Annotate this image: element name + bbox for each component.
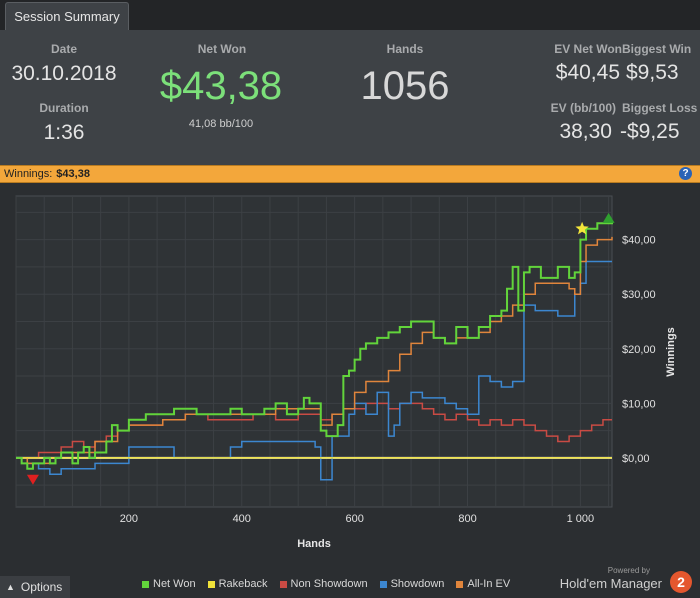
ev-bb-value: 38,30 (559, 120, 612, 143)
biggest-win-label: Biggest Win (622, 42, 692, 56)
winnings-banner: Winnings: $43,38 (0, 165, 700, 183)
biggest-loss-marker (26, 474, 39, 485)
powered-by: Powered by (607, 566, 650, 575)
brand-name: Hold'em Manager (559, 576, 662, 591)
x-axis-title: Hands (297, 538, 331, 550)
biggest-win-value: $9,53 (626, 61, 679, 84)
summary-panel: Date 30.10.2018 Duration 1:36 Net Won $4… (0, 30, 700, 165)
legend-item-all-in-ev[interactable]: All-In EV (456, 578, 510, 590)
date-label: Date (50, 42, 77, 56)
ev-net-won-value: $40,45 (555, 61, 620, 84)
rakeback-star-marker (575, 221, 589, 235)
biggest-loss-label: Biggest Loss (622, 101, 698, 115)
x-tick-label: 800 (458, 513, 476, 525)
help-icon[interactable]: ? (679, 167, 692, 180)
tab-bar: Session Summary (0, 0, 700, 30)
legend-item-showdown[interactable]: Showdown (379, 578, 445, 590)
legend-item-rakeback[interactable]: Rakeback (207, 578, 268, 590)
legend-swatch (279, 580, 287, 588)
hands-label: Hands (386, 42, 424, 56)
hands-value: 1056 (360, 64, 450, 108)
legend-swatch (142, 580, 149, 588)
date-value: 30.10.2018 (11, 62, 117, 85)
winnings-value: $43,38 (56, 168, 90, 180)
hem2-logo-icon: 2 (670, 571, 692, 593)
y-tick-label: $0,00 (622, 453, 650, 465)
x-tick-label: 200 (120, 513, 138, 525)
legend-item-non-showdown[interactable]: Non Showdown (279, 578, 368, 590)
y-tick-label: $10,00 (622, 398, 656, 410)
x-tick-label: 400 (233, 513, 251, 525)
winnings-chart: 200 400 600 800 1 000 $0,00 $10,00 $20,00 $30,0… (0, 186, 700, 598)
duration-label: Duration (39, 101, 89, 115)
y-tick-label: $30,00 (622, 289, 656, 301)
options-button[interactable]: ▲ Options (0, 576, 70, 598)
legend-item-net-won[interactable]: Net Won (142, 578, 196, 590)
y-tick-label: $20,00 (622, 344, 656, 356)
biggest-loss-value: -$9,25 (620, 120, 680, 143)
biggest-win-marker (602, 212, 615, 223)
legend-label: Rakeback (218, 578, 268, 590)
legend-swatch (207, 580, 215, 588)
ev-bb-label: EV (bb/100) (550, 101, 616, 115)
chevron-up-icon: ▲ (6, 582, 15, 592)
legend-label: All-In EV (467, 578, 511, 590)
legend-swatch (379, 580, 387, 588)
x-tick-label: 600 (345, 513, 363, 525)
legend-swatch (456, 580, 464, 588)
tab-session-summary[interactable]: Session Summary (5, 2, 129, 30)
brand-logo-area: Powered by Hold'em Manager 2 (554, 566, 694, 596)
chart-legend: Net Won Rakeback Non Showdown Showdown All-I… (142, 578, 510, 590)
x-tick-label: 1 000 (567, 513, 595, 525)
legend-label: Net Won (153, 578, 196, 590)
bb-per-100: 41,08 bb/100 (188, 118, 254, 130)
series-line-net-won (16, 221, 613, 470)
y-tick-label: $40,00 (622, 235, 656, 247)
options-label: Options (20, 580, 63, 594)
legend-label: Non Showdown (290, 578, 368, 590)
duration-value: 1:36 (43, 121, 85, 144)
legend-label: Showdown (390, 578, 445, 590)
ev-net-won-label: EV Net Won (554, 42, 622, 56)
net-won-label: Net Won (197, 42, 247, 56)
winnings-label: Winnings: (4, 168, 53, 180)
y-axis-title: Winnings (665, 327, 677, 376)
net-won-value: $43,38 (159, 64, 283, 108)
